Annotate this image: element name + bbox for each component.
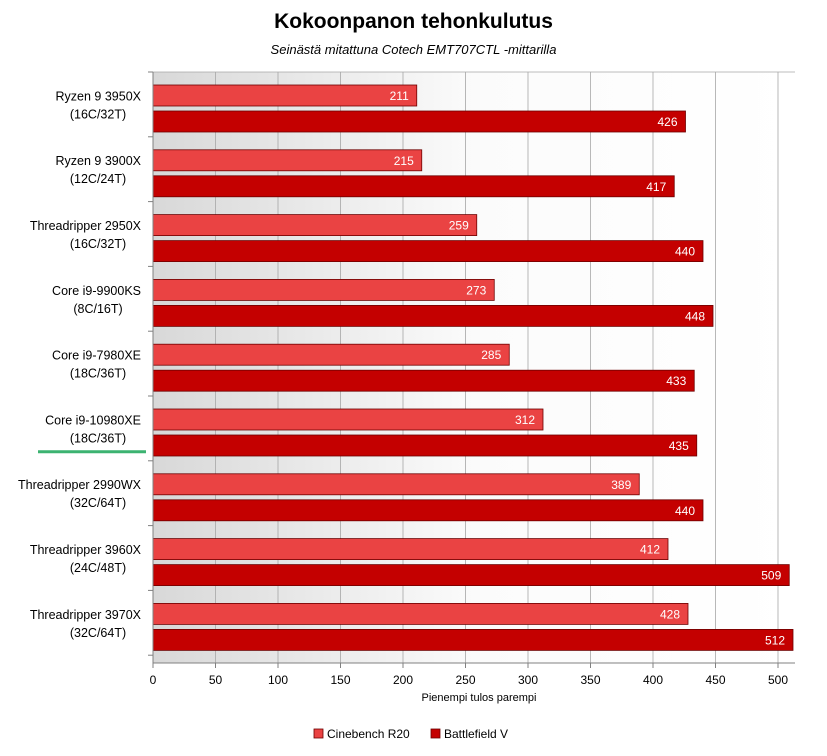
chart-subtitle: Seinästä mitattuna Cotech EMT707CTL -mit…	[270, 42, 557, 57]
bar-value-label: 440	[675, 504, 695, 518]
category-label: Threadripper 3970X	[30, 608, 142, 622]
category-config-label: (32C/64T)	[70, 496, 126, 510]
x-tick-label: 0	[150, 673, 157, 687]
category-config-label: (18C/36T)	[70, 431, 126, 445]
x-tick-label: 350	[580, 673, 600, 687]
bar-cinebench	[152, 343, 510, 366]
x-axis-title: Pienempi tulos parempi	[422, 692, 537, 704]
category-config-label: (24C/48T)	[70, 561, 126, 575]
bar-value-label: 259	[449, 219, 469, 233]
x-tick-label: 150	[330, 673, 350, 687]
bar-value-label: 285	[481, 348, 501, 362]
x-tick-label: 300	[518, 673, 538, 687]
bar-value-label: 215	[394, 154, 414, 168]
x-tick-label: 200	[393, 673, 413, 687]
x-tick-label: 400	[643, 673, 663, 687]
category-label: Ryzen 9 3900X	[56, 154, 142, 168]
legend-label: Battlefield V	[444, 727, 508, 741]
bar-cinebench	[152, 149, 423, 172]
bar-battlefield	[152, 175, 675, 198]
x-tick-label: 100	[268, 673, 288, 687]
chart-title: Kokoonpanon tehonkulutus	[274, 10, 553, 33]
bar-battlefield	[152, 110, 686, 133]
legend-swatch	[313, 728, 324, 739]
bar-cinebench	[152, 214, 478, 237]
x-tick-label: 250	[455, 673, 475, 687]
category-label: Threadripper 2950X	[30, 219, 142, 233]
bar-value-label: 389	[611, 478, 631, 492]
category-label: Threadripper 2990WX	[18, 478, 142, 492]
bar-cinebench	[152, 278, 495, 301]
x-tick-label: 50	[209, 673, 223, 687]
bar-value-label: 448	[685, 309, 705, 323]
bar-battlefield	[152, 499, 704, 522]
legend-swatch	[430, 728, 441, 739]
category-config-label: (12C/24T)	[70, 172, 126, 186]
category-config-label: (16C/32T)	[70, 107, 126, 121]
bar-value-label: 512	[765, 633, 785, 647]
bar-value-label: 440	[675, 245, 695, 259]
bar-value-label: 426	[657, 115, 677, 129]
category-config-label: (16C/32T)	[70, 237, 126, 251]
category-label: Core i9-9900KS	[52, 284, 141, 298]
category-config-label: (8C/16T)	[73, 302, 122, 316]
x-tick-label: 450	[705, 673, 725, 687]
legend-label: Cinebench R20	[327, 727, 410, 741]
bar-battlefield	[152, 434, 698, 457]
bar-cinebench	[152, 473, 640, 496]
bar-battlefield	[152, 240, 704, 263]
category-label: Core i9-10980XE	[45, 413, 141, 427]
bar-value-label: 412	[640, 543, 660, 557]
category-label: Ryzen 9 3950X	[56, 89, 142, 103]
bar-cinebench	[152, 84, 418, 107]
bar-value-label: 211	[390, 89, 409, 103]
bar-value-label: 433	[666, 374, 686, 388]
bar-value-label: 417	[646, 180, 666, 194]
x-tick-label: 500	[768, 673, 788, 687]
category-label: Core i9-7980XE	[52, 349, 141, 363]
bar-battlefield	[152, 629, 794, 651]
bar-battlefield	[152, 564, 790, 586]
bar-value-label: 273	[466, 283, 486, 297]
bar-value-label: 509	[761, 569, 781, 583]
bar-value-label: 312	[515, 413, 535, 427]
bar-value-label: 435	[669, 439, 689, 453]
category-label: Threadripper 3960X	[30, 543, 142, 557]
category-config-label: (18C/36T)	[70, 367, 126, 381]
bar-value-label: 428	[660, 607, 680, 621]
bar-battlefield	[152, 304, 714, 327]
bar-cinebench	[152, 408, 544, 431]
bar-battlefield	[152, 369, 695, 392]
category-config-label: (32C/64T)	[70, 626, 126, 640]
bar-cinebench	[152, 538, 669, 560]
bar-cinebench	[152, 603, 689, 625]
